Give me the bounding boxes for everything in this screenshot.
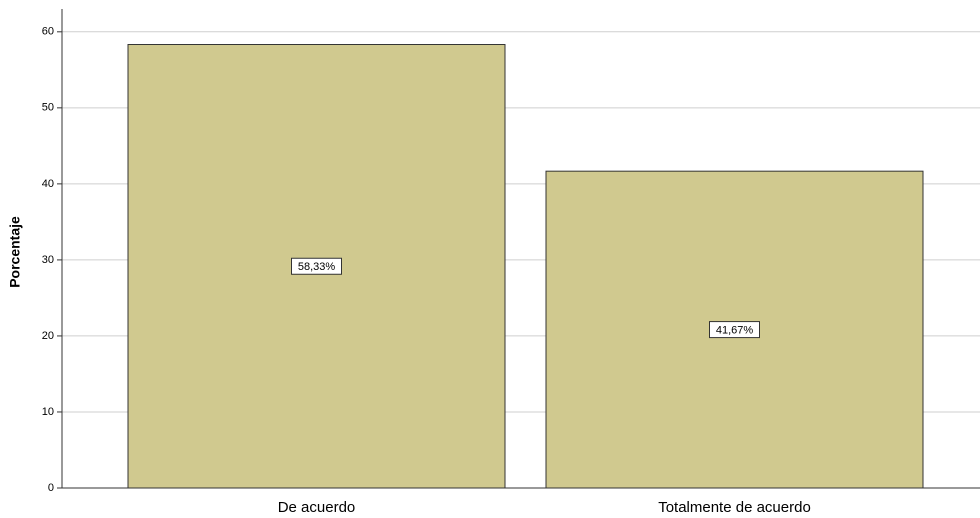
- value-label: 58,33%: [298, 261, 336, 273]
- y-tick-label: 30: [42, 254, 54, 266]
- y-tick-label: 0: [48, 482, 54, 494]
- y-tick-label: 50: [42, 102, 54, 114]
- y-tick-label: 60: [42, 26, 54, 38]
- x-tick-label: Totalmente de acuerdo: [658, 499, 811, 516]
- y-axis-title: Porcentaje: [7, 216, 23, 288]
- value-label: 41,67%: [716, 324, 754, 336]
- value-label-box: [291, 257, 342, 275]
- y-tick-label: 10: [42, 406, 54, 418]
- value-label-box: [709, 321, 760, 339]
- y-tick-label: 40: [42, 178, 54, 190]
- x-tick-label: De acuerdo: [278, 499, 356, 516]
- y-tick-label: 20: [42, 330, 54, 342]
